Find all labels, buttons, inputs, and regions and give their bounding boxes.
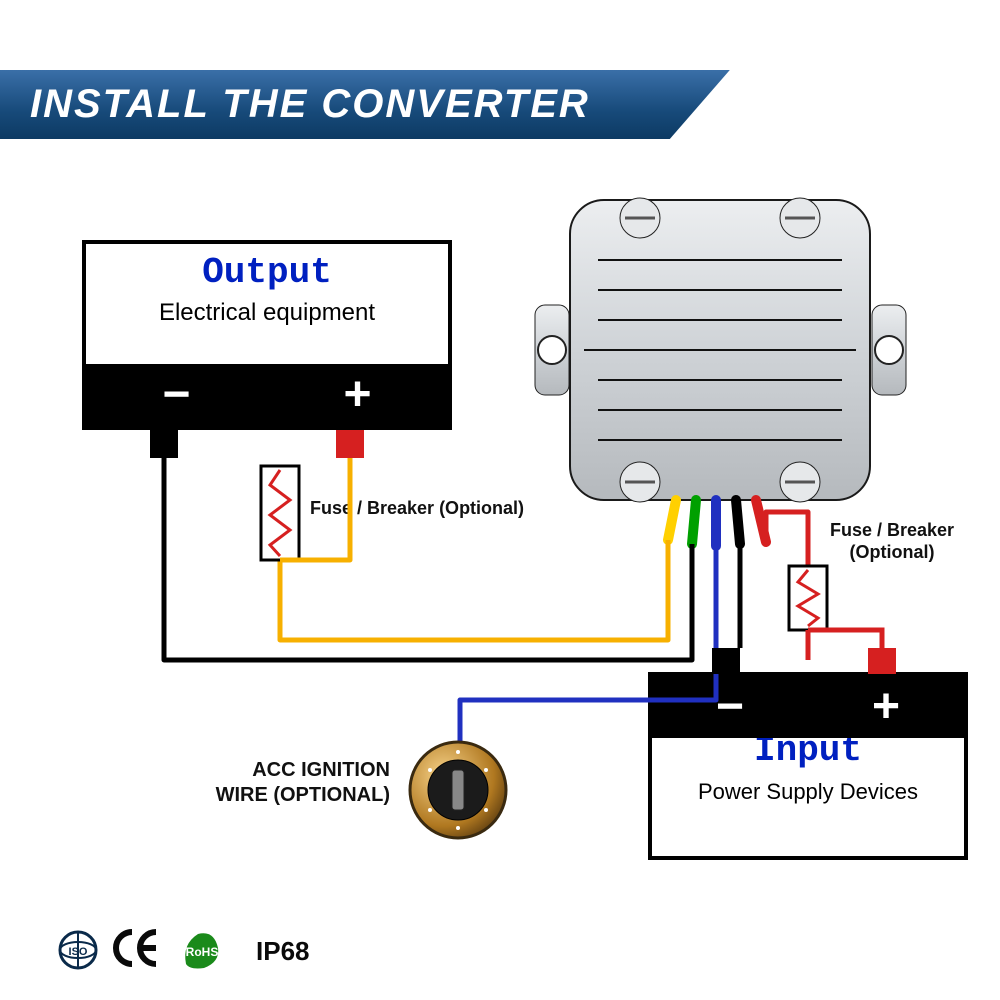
output-box: Output Electrical equipment − + [82,240,452,430]
output-heading: Output [86,244,448,293]
svg-text:RoHS: RoHS [186,945,219,959]
input-terminals: − + [652,676,964,738]
converter-device-icon [535,198,906,546]
output-plus: + [343,371,371,419]
fuse-input-icon [789,566,882,660]
input-subtext: Power Supply Devices [652,771,964,805]
cert-iso-icon: ISO [60,932,96,968]
cert-ce-icon [116,932,156,964]
acc-ignition-label: ACC IGNITION WIRE (OPTIONAL) [200,758,390,808]
wire-output-negative [150,430,692,660]
output-subtext: Electrical equipment [86,293,448,327]
input-plus: + [872,683,900,731]
ignition-switch-icon [410,742,506,838]
cert-ip68: IP68 [256,936,310,966]
title-bar: INSTALL THE CONVERTER [0,70,730,139]
cert-rohs-icon: RoHS [185,933,218,968]
fuse-label-output: Fuse / Breaker (Optional) [310,498,524,519]
input-box: − + Input Power Supply Devices [648,672,968,860]
fuse-label-input: Fuse / Breaker(Optional) [822,520,962,563]
wire-input-negative [712,544,740,674]
svg-text:ISO: ISO [69,946,88,958]
output-terminals: − + [86,364,448,426]
wire-output-positive [280,430,668,640]
input-minus: − [716,683,744,731]
output-minus: − [162,371,190,419]
